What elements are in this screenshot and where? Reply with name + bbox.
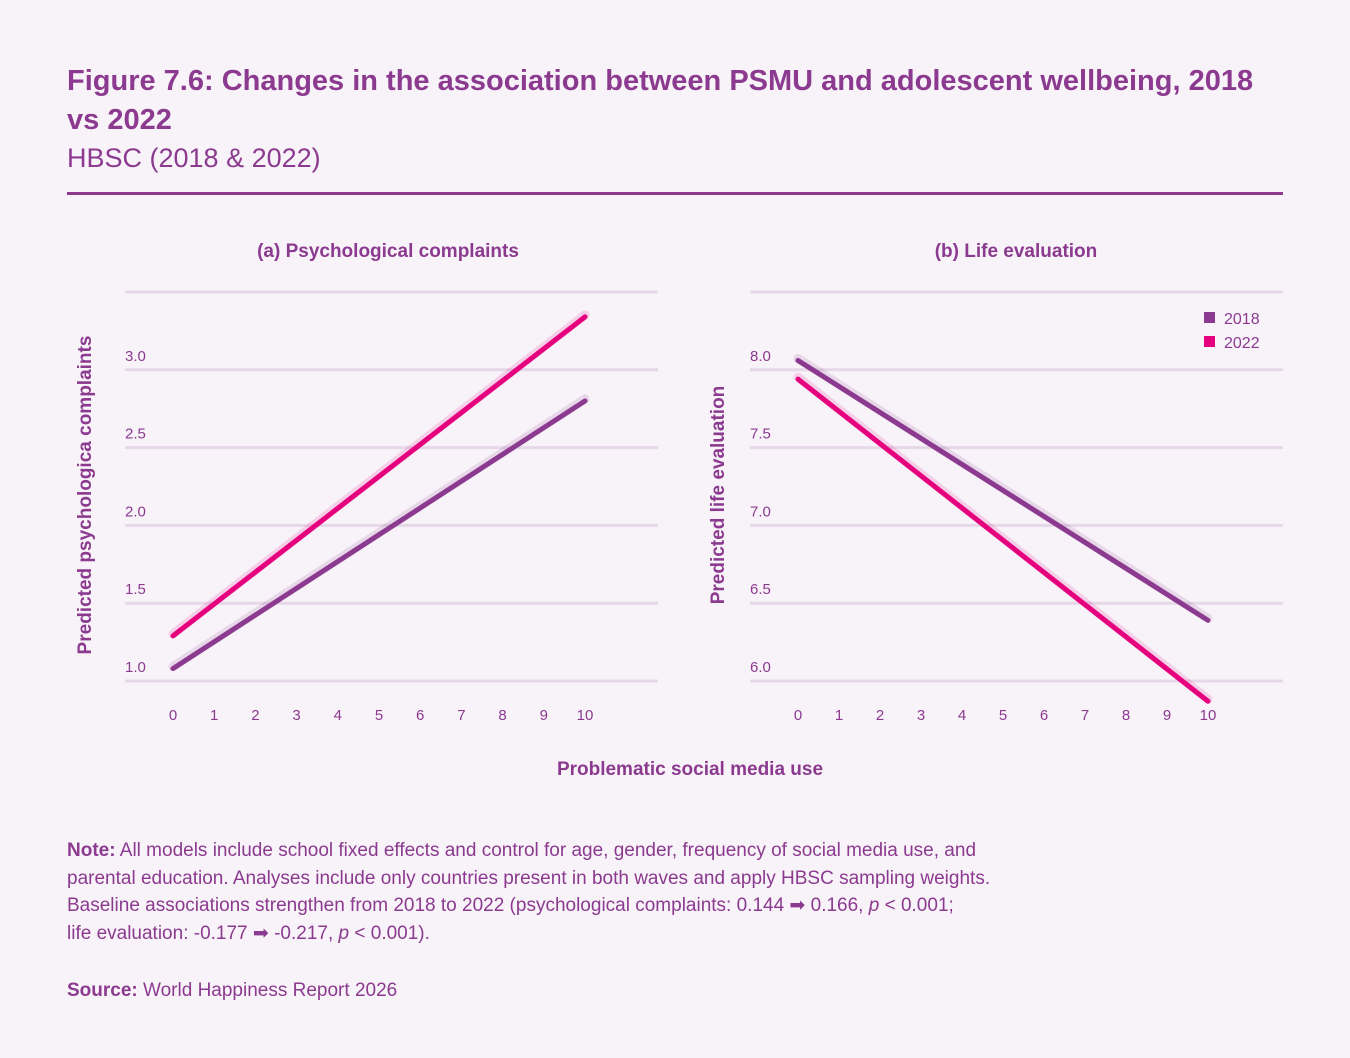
figure-charts: (a) Psychological complaints 1.0 1.5 2.0 2.…: [75, 241, 1283, 780]
series-line-2022: [170, 314, 588, 639]
panel-psychological-complaints: (a) Psychological complaints 1.0 1.5 2.0 2.…: [75, 241, 658, 724]
x-tick-label: 0: [169, 707, 177, 724]
x-tick-label: 7: [457, 707, 465, 724]
note-p-symbol: p: [868, 895, 880, 916]
y-tick-label: 1.0: [125, 659, 146, 676]
x-tick-label: 5: [375, 707, 383, 724]
note-label: Note:: [67, 840, 116, 861]
note-line-3b: < 0.001;: [879, 895, 954, 916]
series-line-2018: [795, 357, 1211, 623]
y-tick-label: 2.5: [125, 426, 146, 443]
legend-label-2018: 2018: [1224, 311, 1260, 328]
x-tick-label: 2: [251, 707, 259, 724]
panel-b-title: (b) Life evaluation: [935, 241, 1098, 262]
x-tick-label: 3: [917, 707, 925, 724]
figure-subtitle: HBSC (2018 & 2022): [67, 143, 321, 173]
x-tick-label: 9: [1163, 707, 1171, 724]
legend-swatch-2022: [1204, 336, 1215, 347]
y-tick-label: 7.5: [750, 426, 771, 443]
y-tick-label: 3.0: [125, 348, 146, 365]
source-text: World Happiness Report 2026: [137, 980, 398, 1001]
y-tick-label: 1.5: [125, 581, 146, 598]
x-tick-label: 9: [540, 707, 548, 724]
x-tick-label: 1: [835, 707, 843, 724]
x-tick-label: 10: [577, 707, 594, 724]
panel-a-y-axis-label: Predicted psychologica complaints: [75, 336, 96, 655]
note-line-1: All models include school fixed effects …: [115, 840, 977, 861]
note-line-2: parental education. Analyses include onl…: [67, 867, 991, 889]
figure-title: Figure 7.6: Changes in the association b…: [67, 65, 1254, 136]
note-p-symbol: p: [338, 922, 350, 944]
y-tick-label: 6.5: [750, 581, 771, 598]
note-line-3a: Baseline associations strengthen from 20…: [67, 895, 869, 916]
legend-swatch-2018: [1204, 312, 1215, 323]
header-divider: [67, 192, 1283, 195]
panel-b-y-axis-label: Predicted life evaluation: [708, 386, 729, 605]
x-tick-label: 10: [1200, 707, 1217, 724]
x-tick-label: 2: [876, 707, 884, 724]
x-tick-label: 1: [210, 707, 218, 724]
figure-source: Source: World Happiness Report 2026: [67, 977, 397, 1004]
note-line-4b: < 0.001).: [349, 922, 430, 944]
shared-x-axis-label: Problematic social media use: [557, 759, 823, 780]
x-tick-label: 6: [1040, 707, 1048, 724]
source-label: Source:: [67, 980, 138, 1001]
series-line-2022: [795, 376, 1211, 704]
y-tick-label: 8.0: [750, 348, 771, 365]
figure-note: Note: All models include school fixed ef…: [67, 837, 1267, 947]
x-tick-label: 6: [416, 707, 424, 724]
panel-a-title: (a) Psychological complaints: [257, 241, 519, 262]
y-tick-label: 2.0: [125, 503, 146, 520]
panel-life-evaluation: (b) Life evaluation 6.0 6.5 7.0 7.5 8.0 0 1 2 3…: [708, 241, 1283, 724]
x-tick-label: 4: [958, 707, 966, 724]
x-tick-label: 0: [794, 707, 802, 724]
x-tick-label: 7: [1081, 707, 1089, 724]
x-tick-label: 8: [498, 707, 506, 724]
y-tick-label: 7.0: [750, 503, 771, 520]
x-tick-label: 3: [292, 707, 300, 724]
y-tick-label: 6.0: [750, 659, 771, 676]
note-line-4a: life evaluation: -0.177 ➡ -0.217,: [67, 922, 339, 944]
x-tick-label: 4: [334, 707, 342, 724]
legend: 2018 2022: [1204, 311, 1260, 352]
legend-label-2022: 2022: [1224, 335, 1260, 352]
x-tick-label: 5: [999, 707, 1007, 724]
x-tick-label: 8: [1122, 707, 1130, 724]
series-line-2018: [170, 398, 588, 672]
